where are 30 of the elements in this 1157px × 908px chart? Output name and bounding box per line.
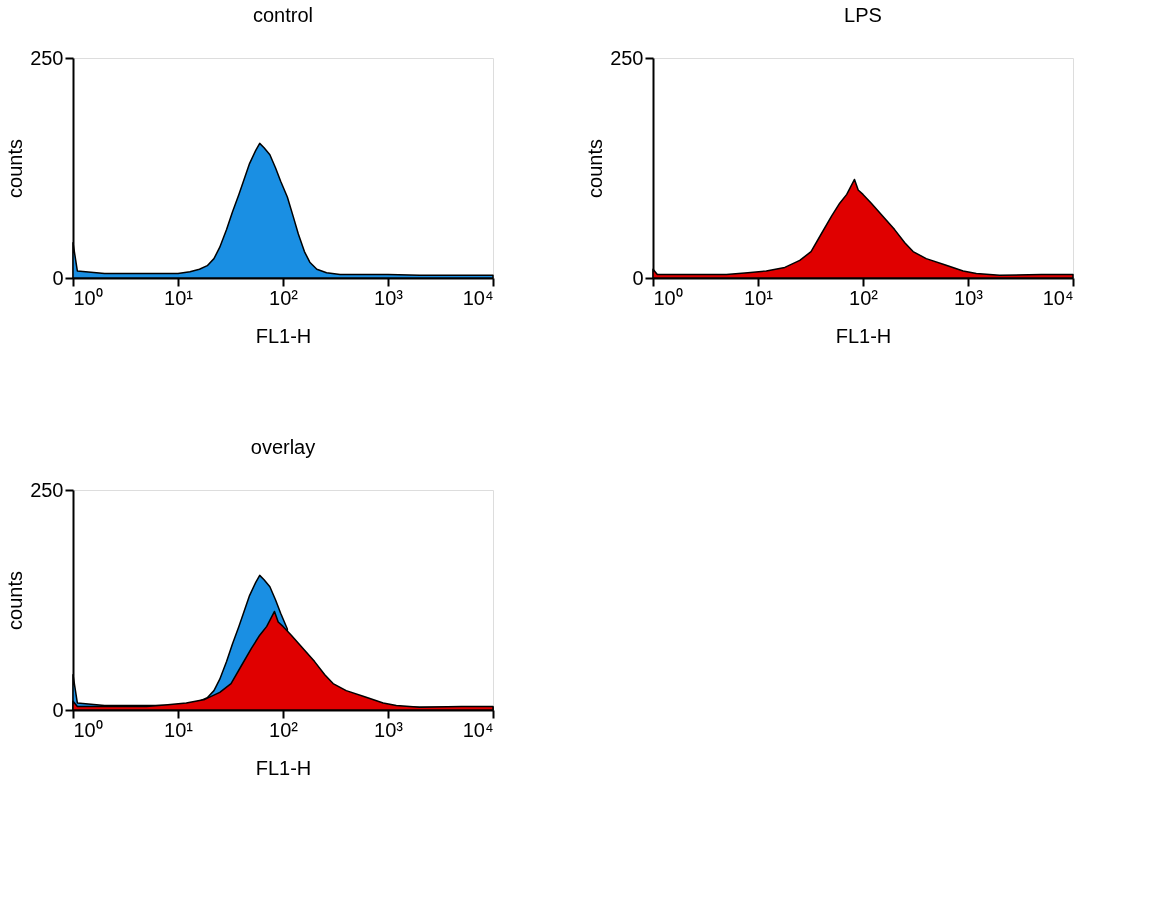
x-tick-label: 10³	[374, 718, 404, 741]
y-tick-label: 0	[52, 698, 64, 721]
y-tick-label: 250	[30, 46, 64, 69]
x-tick-label: 10⁰	[73, 286, 103, 309]
x-tick-label: 10¹	[164, 286, 194, 309]
x-tick-label: 10²	[269, 718, 299, 741]
x-tick-label: 10²	[849, 286, 879, 309]
y-tick-label: 0	[52, 266, 64, 289]
y-axis-title: counts	[4, 571, 27, 630]
x-tick-label: 10³	[954, 286, 984, 309]
x-tick-label: 10⁰	[73, 718, 103, 741]
x-tick-label: 10⁴	[1042, 286, 1074, 309]
y-tick-label: 0	[632, 266, 644, 289]
x-tick-label: 10³	[374, 286, 404, 309]
x-axis-title: FL1-H	[835, 324, 892, 347]
chart-title: overlay	[250, 436, 316, 458]
x-axis-title: FL1-H	[255, 324, 312, 347]
x-tick-label: 10⁰	[653, 286, 683, 309]
x-tick-label: 10¹	[744, 286, 774, 309]
x-tick-label: 10⁴	[462, 286, 494, 309]
y-tick-label: 250	[30, 478, 64, 501]
y-axis-title: counts	[584, 139, 607, 198]
y-tick-label: 250	[610, 46, 644, 69]
x-axis-title: FL1-H	[255, 756, 312, 779]
x-tick-label: 10²	[269, 286, 299, 309]
x-tick-label: 10⁴	[462, 718, 494, 741]
chart-title: control	[252, 4, 314, 26]
y-axis-title: counts	[4, 139, 27, 198]
chart-title: LPS	[844, 4, 882, 26]
x-tick-label: 10¹	[164, 718, 194, 741]
